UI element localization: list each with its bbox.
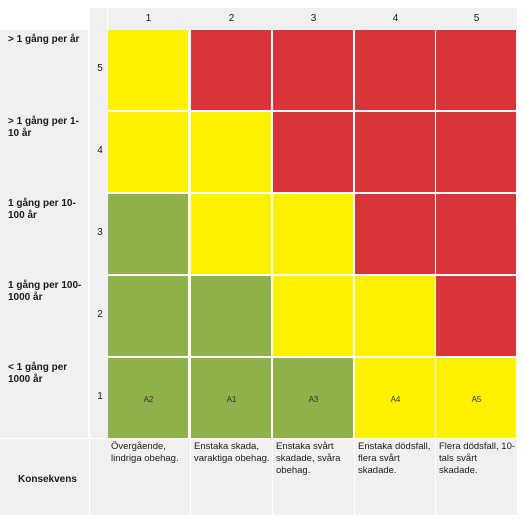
column-header: 5 (473, 13, 480, 24)
consequence-divider (190, 439, 191, 515)
risk-code: A2 (143, 394, 154, 404)
risk-cell (273, 358, 354, 439)
risk-cell (108, 30, 189, 111)
risk-cell (436, 112, 517, 193)
frequency-label: 1 gång per 100-1000 år (8, 280, 82, 303)
risk-code: A3 (308, 394, 319, 404)
risk-cell (273, 30, 354, 111)
risk-cell (191, 276, 272, 357)
consequence-divider (89, 439, 90, 515)
risk-cell (191, 358, 272, 439)
probability-number: 5 (97, 62, 103, 74)
probability-number: 2 (97, 308, 103, 320)
risk-cell (273, 112, 354, 193)
column-header-band (90, 8, 517, 30)
probability-number: 4 (97, 144, 103, 156)
consequence-title: Konsekvens (18, 474, 77, 485)
consequence-description: Enstaka skada, varaktiga obehag. (194, 441, 270, 464)
probability-number-column (90, 30, 108, 438)
column-header: 1 (145, 13, 152, 24)
frequency-label: < 1 gång per 1000 år (8, 362, 68, 385)
frequency-label: > 1 gång per 1-10 år (8, 116, 79, 139)
risk-cell (108, 276, 189, 357)
risk-code: A4 (390, 394, 401, 404)
consequence-divider (354, 439, 355, 515)
risk-cell (436, 358, 517, 439)
risk-cell (355, 194, 436, 275)
probability-number: 1 (97, 390, 103, 402)
risk-cell (191, 30, 272, 111)
risk-code: A1 (226, 394, 237, 404)
header-divider (107, 8, 108, 30)
risk-cell (436, 276, 517, 357)
column-header: 4 (392, 13, 399, 24)
consequence-description: Enstaka svårt skadade, svåra obehag. (276, 441, 341, 476)
column-header: 3 (310, 13, 317, 24)
frequency-label-column (0, 30, 88, 438)
frequency-label: > 1 gång per år (8, 34, 80, 45)
risk-cell (355, 276, 436, 357)
consequence-description: Flera dödsfall, 10-tals svårt skadade. (439, 441, 516, 476)
risk-cell (355, 358, 436, 439)
consequence-description: Enstaka dödsfall, flera svårt skadade. (358, 441, 431, 476)
risk-code: A5 (471, 394, 482, 404)
frequency-label: 1 gång per 10-100 år (8, 198, 76, 221)
consequence-divider (272, 439, 273, 515)
risk-cell (273, 276, 354, 357)
risk-cell (108, 112, 189, 193)
risk-cell (273, 194, 354, 275)
consequence-description: Övergående, lindriga obehag. (111, 441, 179, 464)
risk-cell (436, 30, 517, 111)
probability-number: 3 (97, 226, 103, 238)
consequence-band (0, 439, 517, 515)
risk-cell (191, 194, 272, 275)
risk-cell (191, 112, 272, 193)
risk-cell (355, 30, 436, 111)
column-header: 2 (228, 13, 235, 24)
risk-cell (355, 112, 436, 193)
risk-cell (108, 194, 189, 275)
risk-cell (108, 358, 189, 439)
consequence-divider (435, 439, 436, 515)
risk-cell (436, 194, 517, 275)
